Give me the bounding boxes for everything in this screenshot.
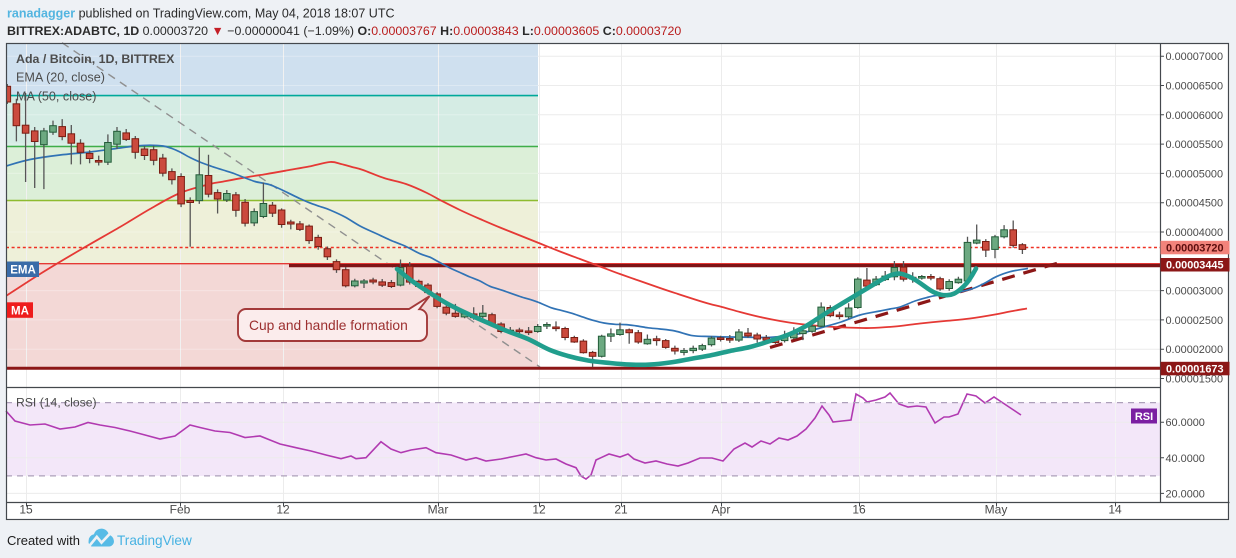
svg-text:0.00006500: 0.00006500 <box>1166 81 1224 93</box>
svg-text:12: 12 <box>276 503 290 517</box>
svg-text:12: 12 <box>532 503 546 517</box>
svg-text:0.00004500: 0.00004500 <box>1166 198 1224 210</box>
svg-text:Created with: Created with <box>7 533 80 548</box>
svg-text:40.0000: 40.0000 <box>1166 453 1205 465</box>
svg-text:14: 14 <box>1108 503 1122 517</box>
svg-text:0.00002500: 0.00002500 <box>1166 315 1224 327</box>
svg-text:0.00003720: 0.00003720 <box>1166 242 1224 254</box>
svg-text:0.00004000: 0.00004000 <box>1166 227 1224 239</box>
svg-text:BITTREX:ADABTC, 1D 0.00003720: BITTREX:ADABTC, 1D 0.00003720 ▼ −0.00000… <box>7 24 681 38</box>
svg-text:MA: MA <box>11 305 29 317</box>
svg-text:0.00005500: 0.00005500 <box>1166 139 1224 151</box>
svg-text:RSI: RSI <box>1135 411 1153 423</box>
svg-text:0.00003000: 0.00003000 <box>1166 286 1224 298</box>
svg-text:0.00001673: 0.00001673 <box>1166 363 1224 375</box>
svg-text:Mar: Mar <box>428 503 449 517</box>
svg-text:Cup and handle formation: Cup and handle formation <box>249 318 408 333</box>
svg-text:Apr: Apr <box>712 503 731 517</box>
svg-text:TradingView: TradingView <box>117 533 192 548</box>
svg-text:RSI (14, close): RSI (14, close) <box>16 396 97 410</box>
svg-text:0.00007000: 0.00007000 <box>1166 51 1224 63</box>
svg-text:0.00006000: 0.00006000 <box>1166 110 1224 122</box>
svg-text:20.0000: 20.0000 <box>1166 488 1205 500</box>
svg-text:60.0000: 60.0000 <box>1166 417 1205 429</box>
svg-text:0.00002000: 0.00002000 <box>1166 344 1224 356</box>
svg-text:ranadagger published on Tradin: ranadagger published on TradingView.com,… <box>7 7 395 21</box>
svg-text:May: May <box>985 503 1008 517</box>
svg-text:0.00001500: 0.00001500 <box>1166 374 1224 386</box>
svg-text:21: 21 <box>614 503 628 517</box>
svg-text:EMA (20, close): EMA (20, close) <box>16 71 105 85</box>
svg-text:MA (50, close): MA (50, close) <box>16 90 97 104</box>
svg-text:16: 16 <box>852 503 866 517</box>
svg-text:Ada / Bitcoin, 1D, BITTREX: Ada / Bitcoin, 1D, BITTREX <box>16 52 175 66</box>
svg-text:15: 15 <box>19 503 33 517</box>
svg-text:0.00003445: 0.00003445 <box>1166 260 1224 272</box>
svg-text:0.00005000: 0.00005000 <box>1166 168 1224 180</box>
svg-text:EMA: EMA <box>10 265 36 277</box>
svg-text:Feb: Feb <box>170 503 191 517</box>
